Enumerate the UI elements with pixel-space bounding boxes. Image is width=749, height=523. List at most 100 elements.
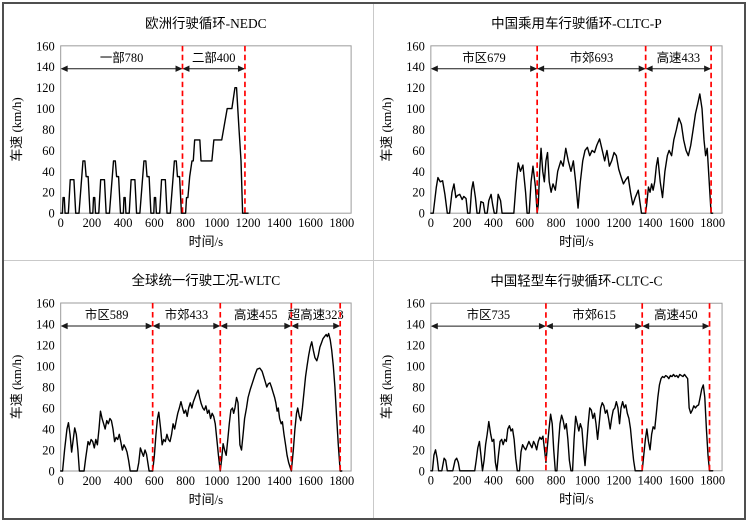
y-tick-label: 60 — [42, 401, 54, 415]
panel-grid: 欧洲行驶循环-NEDC 0 20 40 60 80 100 120 140 160 0 200 400 6… — [4, 4, 744, 518]
speed-curve — [59, 86, 249, 214]
speed-curve — [430, 93, 714, 214]
x-tick-label: 1000 — [575, 216, 600, 230]
phase-label: 市区735 — [467, 307, 511, 322]
x-tick-label: 800 — [176, 216, 195, 230]
x-axis-title: 时间/s — [559, 492, 594, 507]
chart-title: 欧洲行驶循环-NEDC — [145, 16, 266, 31]
y-tick-label: 60 — [412, 401, 424, 415]
y-tick-label: 120 — [406, 81, 425, 95]
arrowhead-right — [702, 322, 710, 330]
y-tick-label: 160 — [36, 296, 55, 310]
phase-label: 市区679 — [462, 50, 506, 65]
x-tick-label: 1600 — [298, 474, 323, 488]
x-tick-label: 1400 — [267, 474, 292, 488]
plot-area — [430, 45, 723, 214]
y-tick-label: 120 — [406, 339, 425, 353]
x-tick-label: 600 — [145, 216, 164, 230]
x-tick-label: 1400 — [638, 216, 663, 230]
y-tick-label: 160 — [406, 297, 425, 311]
y-tick-label: 80 — [412, 380, 424, 394]
phase-label: 高速455 — [234, 307, 277, 322]
x-tick-label: 0 — [428, 474, 434, 488]
arrowhead-left — [430, 65, 438, 72]
x-tick-label: 0 — [428, 216, 434, 230]
y-tick-label: 140 — [36, 60, 55, 74]
arrowhead-right — [284, 322, 292, 330]
phase-label: 超高速323 — [288, 307, 344, 322]
x-tick-label: 800 — [547, 216, 566, 230]
chart-title: 中国轻型车行驶循环-CLTC-C — [490, 272, 662, 288]
plot-area — [430, 302, 723, 472]
y-tick-label: 60 — [42, 144, 54, 158]
x-tick-label: 600 — [515, 216, 534, 230]
y-tick-label: 120 — [36, 81, 55, 95]
y-tick-label: 100 — [406, 360, 425, 374]
x-tick-label: 200 — [83, 474, 102, 488]
plot-area — [60, 302, 352, 472]
chart-panel-nedc: 欧洲行驶循环-NEDC 0 20 40 60 80 100 120 140 160 0 200 400 6… — [4, 4, 374, 261]
x-tick-label: 1200 — [236, 216, 261, 230]
x-tick-label: 400 — [484, 474, 503, 488]
arrowhead-right — [635, 322, 643, 330]
arrowhead-right — [213, 322, 221, 330]
x-tick-label: 800 — [547, 474, 566, 488]
phase-label: 市区589 — [85, 307, 128, 322]
x-axis-title: 时间/s — [559, 234, 594, 249]
arrowhead-right — [333, 322, 341, 330]
y-tick-label: 20 — [412, 443, 424, 457]
x-tick-label: 200 — [453, 216, 472, 230]
x-tick-label: 200 — [83, 216, 102, 230]
y-tick-label: 40 — [42, 165, 54, 179]
y-tick-label: 60 — [412, 144, 424, 158]
x-tick-label: 400 — [114, 474, 133, 488]
y-tick-label: 100 — [36, 102, 55, 116]
x-tick-label: 1600 — [669, 216, 694, 230]
chart-panel-cltc-c: 中国轻型车行驶循环-CLTC-C 0 20 40 60 80 100 120 140 160 0 20… — [374, 261, 744, 518]
y-tick-label: 20 — [412, 186, 424, 200]
y-axis-title: 车速 (km/h) — [379, 97, 394, 161]
x-tick-label: 1000 — [204, 216, 229, 230]
y-tick-label: 40 — [412, 422, 424, 436]
x-tick-label: 1200 — [606, 474, 631, 488]
x-tick-label: 1000 — [575, 474, 600, 488]
x-tick-label: 1200 — [236, 474, 261, 488]
arrowhead-right — [145, 322, 153, 330]
x-tick-label: 400 — [114, 216, 133, 230]
arrowhead-right — [704, 65, 712, 72]
x-axis-title: 时间/s — [189, 234, 223, 249]
y-tick-label: 120 — [36, 338, 55, 352]
y-tick-label: 140 — [406, 60, 425, 74]
y-axis-title: 车速 (km/h) — [9, 355, 24, 420]
chart-title: 中国乘用车行驶循环-CLTC-P — [491, 15, 662, 31]
arrowhead-right — [638, 65, 646, 72]
x-tick-label: 1600 — [298, 216, 323, 230]
x-tick-label: 800 — [176, 474, 195, 488]
y-axis-title: 车速 (km/h) — [379, 355, 394, 419]
phase-label: 市郊433 — [165, 307, 208, 322]
arrowhead-right — [538, 322, 546, 330]
y-tick-label: 100 — [406, 102, 425, 116]
x-tick-label: 0 — [58, 474, 64, 488]
x-axis-title: 时间/s — [189, 492, 223, 507]
arrowhead-left — [642, 322, 650, 330]
arrowhead-left — [537, 65, 545, 72]
phase-label: 市郊693 — [570, 50, 614, 65]
arrowhead-left — [291, 322, 299, 330]
arrowhead-left — [545, 322, 553, 330]
y-tick-label: 160 — [36, 39, 55, 53]
arrowhead-left — [430, 322, 438, 330]
x-tick-label: 1200 — [606, 216, 631, 230]
arrowhead-right — [237, 65, 245, 72]
x-tick-label: 1800 — [329, 474, 354, 488]
x-tick-label: 1400 — [638, 474, 663, 488]
x-tick-label: 1600 — [669, 474, 694, 488]
phase-label: 高速450 — [654, 307, 698, 322]
arrowhead-right — [530, 65, 538, 72]
arrowhead-left — [60, 65, 68, 72]
x-tick-label: 1800 — [700, 474, 725, 488]
x-tick-label: 200 — [453, 474, 472, 488]
